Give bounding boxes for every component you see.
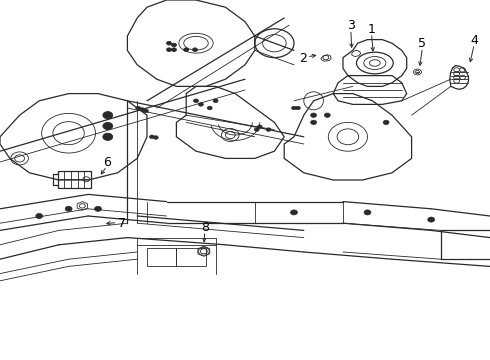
Ellipse shape — [266, 128, 271, 131]
Text: 5: 5 — [418, 37, 426, 50]
Ellipse shape — [194, 99, 198, 103]
Text: 6: 6 — [103, 156, 111, 169]
Ellipse shape — [257, 125, 262, 129]
Text: 1: 1 — [368, 23, 375, 36]
Ellipse shape — [292, 106, 296, 110]
Ellipse shape — [144, 109, 148, 113]
Ellipse shape — [254, 128, 259, 131]
Ellipse shape — [383, 120, 389, 125]
Ellipse shape — [172, 48, 176, 51]
Text: 8: 8 — [201, 221, 209, 234]
Ellipse shape — [103, 122, 113, 130]
Ellipse shape — [213, 99, 218, 103]
Ellipse shape — [95, 206, 101, 211]
Ellipse shape — [193, 48, 197, 51]
Ellipse shape — [184, 48, 189, 51]
Ellipse shape — [149, 135, 154, 139]
Ellipse shape — [140, 108, 145, 111]
Ellipse shape — [324, 113, 330, 117]
Ellipse shape — [167, 48, 172, 51]
Ellipse shape — [311, 113, 317, 117]
Ellipse shape — [167, 41, 172, 45]
Ellipse shape — [153, 136, 158, 139]
Ellipse shape — [103, 133, 113, 140]
Text: 2: 2 — [299, 52, 307, 65]
Ellipse shape — [311, 120, 317, 125]
Text: 7: 7 — [118, 217, 125, 230]
Ellipse shape — [103, 112, 113, 119]
Ellipse shape — [291, 210, 297, 215]
Bar — [176, 248, 206, 266]
Ellipse shape — [207, 106, 212, 110]
Ellipse shape — [198, 103, 203, 106]
Text: 3: 3 — [347, 19, 355, 32]
Ellipse shape — [428, 217, 435, 222]
Bar — [147, 248, 176, 266]
Ellipse shape — [295, 106, 300, 110]
Ellipse shape — [65, 206, 72, 211]
Ellipse shape — [364, 210, 371, 215]
Text: 4: 4 — [470, 34, 478, 47]
Ellipse shape — [136, 106, 141, 110]
Ellipse shape — [36, 213, 43, 219]
Ellipse shape — [172, 43, 176, 47]
